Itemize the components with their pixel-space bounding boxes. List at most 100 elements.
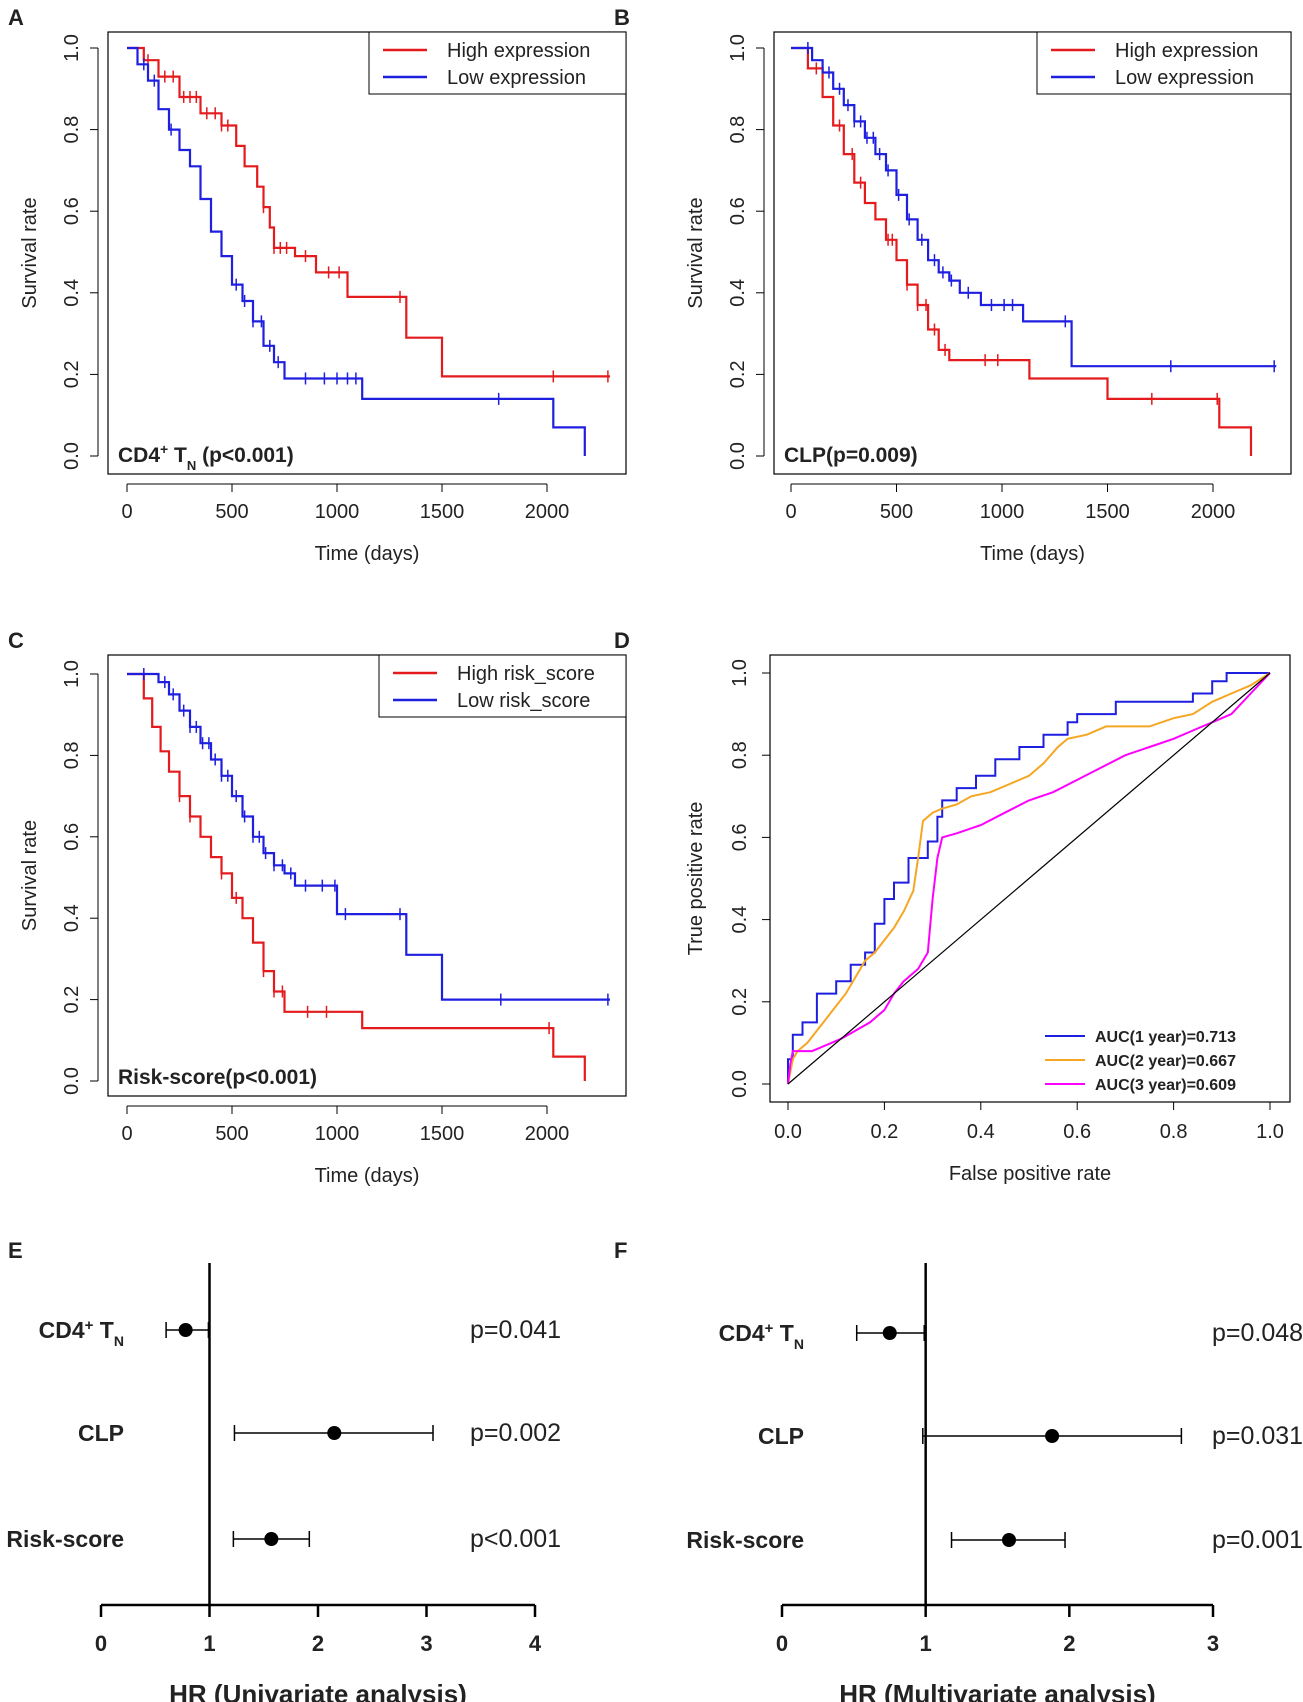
- panel-label-f: F: [614, 1238, 627, 1263]
- x-tick-label: 4: [529, 1631, 542, 1656]
- row-p-value: p=0.031: [1212, 1422, 1303, 1450]
- p-value-annotation: CLP(p=0.009): [784, 444, 918, 467]
- survival-curve-blue: [127, 46, 586, 456]
- panel-b-km-plot: B 0 500 1000 1500 2000 Time (days) 0.0 0.2 0.4 0.6…: [614, 5, 1292, 565]
- p-value-annotation: CD4+ TN (p<0.001): [118, 441, 294, 473]
- x-axis-title: Time (days): [315, 543, 420, 565]
- survival-curve-blue: [127, 672, 610, 1001]
- legend-box: [1036, 31, 1292, 95]
- x-tick-label: 1000: [315, 1123, 360, 1145]
- y-tick-label: 0.6: [61, 823, 83, 851]
- x-tick-label: 1500: [420, 1123, 465, 1145]
- y-tick-label: 0.0: [727, 442, 749, 470]
- y-tick-label: 0.2: [61, 986, 83, 1014]
- legend-label: High expression: [447, 40, 590, 62]
- legend-label: Low expression: [1115, 67, 1254, 89]
- legend-label: AUC(3 year)=0.609: [1095, 1077, 1236, 1094]
- row-label: CD4+ TN: [719, 1320, 804, 1353]
- x-axis-title: HR (Multivariate analysis): [839, 1679, 1155, 1702]
- reference-diagonal: [787, 672, 1271, 1085]
- x-tick-label: 0.8: [1160, 1121, 1188, 1143]
- legend-box: [378, 654, 627, 718]
- row-p-value: p<0.001: [470, 1525, 561, 1553]
- hr-point: [1001, 1533, 1016, 1547]
- y-tick-label: 0.8: [729, 741, 751, 769]
- y-axis-title: Survival rate: [685, 197, 707, 308]
- y-tick-label: 1.0: [729, 659, 751, 687]
- x-tick-label: 0.6: [1063, 1121, 1091, 1143]
- legend-label: Low expression: [447, 67, 586, 89]
- legend-label: Low risk_score: [457, 690, 590, 712]
- x-tick-label: 2000: [525, 1123, 570, 1145]
- x-tick-label: 500: [215, 1123, 248, 1145]
- legend-box: [368, 31, 627, 95]
- y-tick-label: 0.2: [729, 988, 751, 1016]
- x-tick-label: 2: [1063, 1631, 1075, 1656]
- y-tick-label: 0.2: [61, 360, 83, 388]
- row-label: CD4+ TN: [39, 1317, 124, 1350]
- legend-label: AUC(2 year)=0.667: [1095, 1053, 1236, 1070]
- y-tick-label: 0.8: [61, 741, 83, 769]
- row-label: Risk-score: [6, 1526, 124, 1552]
- row-p-value: p=0.001: [1212, 1526, 1303, 1554]
- x-tick-label: 0: [785, 501, 796, 523]
- x-tick-label: 0: [776, 1631, 788, 1656]
- roc-curve-blue: [787, 672, 1270, 1084]
- x-tick-label: 500: [880, 501, 913, 523]
- panel-label-d: D: [614, 628, 630, 653]
- legend-label: High risk_score: [457, 663, 595, 685]
- y-tick-label: 0.8: [61, 116, 83, 144]
- hr-point: [1045, 1429, 1060, 1443]
- y-tick-label: 0.6: [61, 197, 83, 225]
- roc-curve-magenta: [787, 672, 1271, 1085]
- x-axis-title: HR (Univariate analysis): [169, 1679, 467, 1702]
- y-tick-label: 0.8: [727, 116, 749, 144]
- x-tick-label: 2000: [1191, 501, 1236, 523]
- y-axis-title: True positive rate: [685, 802, 707, 956]
- y-axis-title: Survival rate: [19, 820, 41, 931]
- p-value-annotation: Risk-score(p<0.001): [118, 1066, 317, 1089]
- y-tick-label: 0.4: [61, 904, 83, 932]
- x-tick-label: 0: [121, 1123, 132, 1145]
- legend-label: AUC(1 year)=0.713: [1095, 1029, 1236, 1046]
- x-axis-title: Time (days): [315, 1165, 420, 1187]
- y-tick-label: 0.4: [727, 279, 749, 307]
- panel-a-km-plot: A 0 500 1000 1500 2000 Time (days) 0.0 0.2 0.4 0.6…: [8, 5, 627, 565]
- panel-label-c: C: [8, 628, 24, 653]
- panel-e-forest-plot: E 0 1 2 3 4 HR (Univariate analysis) CD4+ TN p=0…: [6, 1238, 561, 1702]
- panel-c-km-plot: C 0 500 1000 1500 2000 Time (days) 0.0 0.2 0.4 0.6…: [8, 628, 627, 1187]
- x-tick-label: 1000: [980, 501, 1025, 523]
- plot-frame: [769, 654, 1291, 1103]
- y-tick-label: 0.4: [61, 279, 83, 307]
- y-tick-label: 1.0: [61, 660, 83, 688]
- plot-frame: [107, 654, 627, 1097]
- x-tick-label: 1: [203, 1631, 215, 1656]
- roc-curve-orange: [787, 672, 1271, 1085]
- row-label: CLP: [758, 1423, 804, 1449]
- hr-point: [264, 1532, 279, 1546]
- x-tick-label: 0: [95, 1631, 107, 1656]
- hr-point: [327, 1426, 342, 1440]
- survival-curve-red: [127, 672, 586, 1081]
- y-tick-label: 0.0: [61, 442, 83, 470]
- y-tick-label: 1.0: [61, 34, 83, 62]
- x-axis-title: False positive rate: [949, 1163, 1111, 1185]
- x-tick-label: 0.2: [870, 1121, 898, 1143]
- row-p-value: p=0.002: [470, 1419, 561, 1447]
- x-tick-label: 2000: [525, 501, 570, 523]
- y-tick-label: 0.6: [727, 197, 749, 225]
- y-tick-label: 1.0: [727, 34, 749, 62]
- hr-point: [882, 1326, 897, 1340]
- x-tick-label: 1500: [420, 501, 465, 523]
- x-tick-label: 1500: [1085, 501, 1130, 523]
- panel-label-a: A: [8, 5, 24, 30]
- y-axis-title: Survival rate: [19, 197, 41, 308]
- x-tick-label: 3: [420, 1631, 432, 1656]
- x-tick-label: 1: [920, 1631, 932, 1656]
- row-p-value: p=0.048: [1212, 1319, 1303, 1347]
- survival-curve-red: [791, 46, 1253, 456]
- x-tick-label: 0.0: [774, 1121, 802, 1143]
- x-tick-label: 0: [121, 501, 132, 523]
- x-axis-title: Time (days): [980, 543, 1085, 565]
- y-tick-label: 0.0: [61, 1067, 83, 1095]
